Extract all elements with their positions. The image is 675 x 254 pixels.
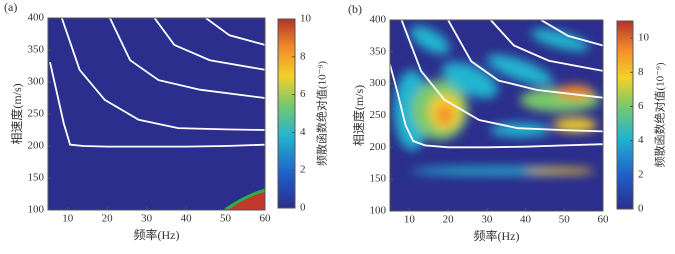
y-tick-label: 150 bbox=[370, 173, 387, 185]
colorbar-tick-label: 10 bbox=[638, 32, 650, 44]
y-axis-label: 相速度(m/s) bbox=[351, 85, 366, 146]
colorbar-tick-label: 2 bbox=[638, 168, 644, 180]
x-tick-label: 40 bbox=[181, 213, 193, 225]
y-tick-label: 400 bbox=[28, 12, 45, 24]
y-tick-label: 400 bbox=[370, 14, 387, 26]
y-tick-label: 350 bbox=[28, 44, 45, 56]
y-tick-label: 250 bbox=[28, 108, 45, 120]
y-axis-label: 相速度(m/s) bbox=[9, 83, 24, 144]
colorbar bbox=[616, 20, 634, 210]
x-tick-label: 60 bbox=[260, 213, 272, 225]
y-tick-label: 100 bbox=[28, 204, 45, 216]
y-tick-label: 100 bbox=[370, 205, 387, 217]
curves bbox=[390, 20, 603, 149]
colorbar-label: 频散函数绝对值(10⁻⁹) bbox=[653, 62, 667, 167]
colorbar-tick-label: 0 bbox=[638, 203, 644, 215]
x-tick-label: 10 bbox=[62, 213, 74, 225]
x-tick-label: 20 bbox=[102, 213, 114, 225]
colorbar-tick-label: 8 bbox=[638, 66, 644, 78]
dispersion-curve bbox=[60, 18, 265, 131]
dispersion-curve bbox=[447, 20, 603, 99]
x-axis-label: 频率(Hz) bbox=[134, 227, 180, 242]
x-tick-label: 50 bbox=[220, 213, 232, 225]
colorbar-tick-label: 6 bbox=[638, 100, 644, 112]
y-tick-label: 200 bbox=[370, 141, 387, 153]
dispersion-curve bbox=[490, 20, 603, 72]
x-tick-label: 60 bbox=[598, 214, 610, 226]
dispersion-curve bbox=[153, 18, 265, 71]
heatmap-field bbox=[48, 18, 265, 210]
colorbar-tick-label: 4 bbox=[638, 134, 644, 146]
dispersion-curve bbox=[49, 62, 265, 148]
colorbar-tick-label: 0 bbox=[300, 202, 306, 214]
y-tick-label: 250 bbox=[370, 109, 387, 121]
dispersion-curve bbox=[205, 18, 265, 46]
x-tick-label: 20 bbox=[443, 214, 455, 226]
y-tick-label: 300 bbox=[370, 77, 387, 89]
colorbar bbox=[277, 18, 296, 209]
colorbar-tick-label: 2 bbox=[300, 164, 306, 176]
colorbar-tick-label: 4 bbox=[300, 126, 306, 138]
colorbar-label: 频散函数绝对值(10⁻⁹) bbox=[315, 61, 329, 166]
y-tick-label: 300 bbox=[28, 76, 45, 88]
x-tick-label: 10 bbox=[404, 214, 416, 226]
dispersion-curve bbox=[400, 20, 603, 133]
x-tick-label: 50 bbox=[559, 214, 571, 226]
colorbar-tick-label: 6 bbox=[300, 88, 306, 100]
heatmap-field bbox=[390, 20, 603, 211]
panel-label: (a) bbox=[4, 0, 17, 14]
x-tick-label: 30 bbox=[141, 213, 153, 225]
colorbar-tick-label: 10 bbox=[300, 13, 312, 25]
y-tick-label: 350 bbox=[370, 45, 387, 57]
y-tick-label: 200 bbox=[28, 140, 45, 152]
y-tick-label: 150 bbox=[28, 172, 45, 184]
colorbar-tick-label: 8 bbox=[300, 50, 306, 62]
x-axis-label: 频率(Hz) bbox=[474, 228, 520, 243]
x-tick-label: 30 bbox=[481, 214, 493, 226]
curves bbox=[49, 18, 265, 148]
panel-label: (b) bbox=[348, 2, 362, 16]
dispersion-curve bbox=[390, 64, 603, 149]
dispersion-curve bbox=[109, 18, 265, 99]
x-tick-label: 40 bbox=[520, 214, 532, 226]
dispersion-curve bbox=[540, 20, 603, 47]
